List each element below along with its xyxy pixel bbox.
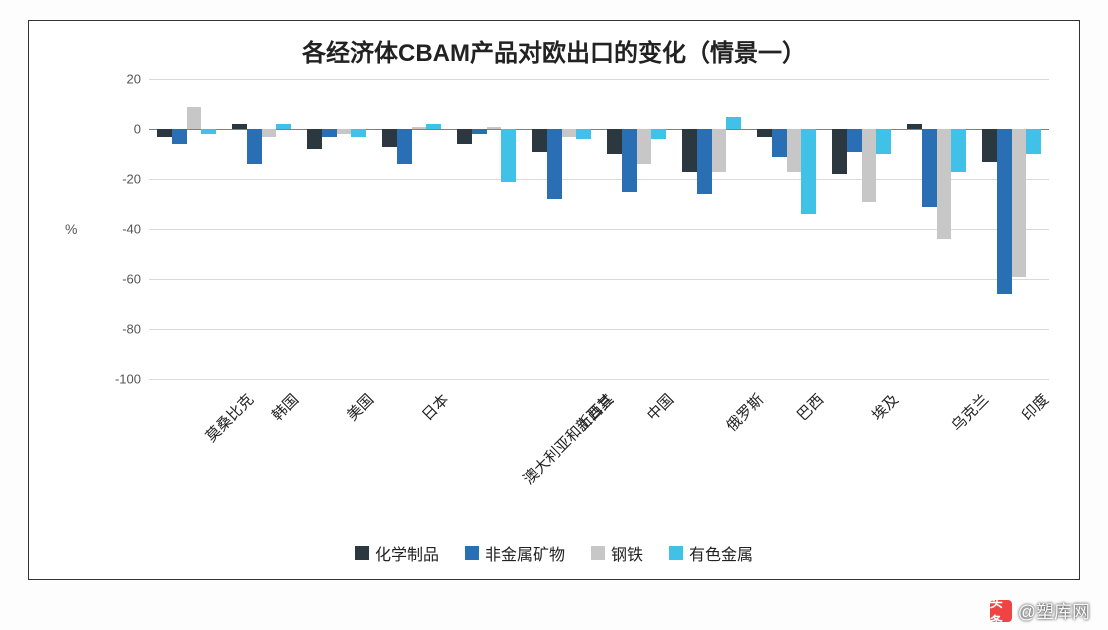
legend-label: 钢铁 <box>611 541 643 565</box>
x-tick-label: 莫桑比克 <box>200 389 257 446</box>
bar <box>697 129 712 194</box>
bar <box>397 129 412 164</box>
bar <box>982 129 997 162</box>
bar <box>276 124 291 129</box>
bar <box>726 117 741 130</box>
y-tick-label: -100 <box>91 372 141 387</box>
bar <box>201 129 216 134</box>
bar <box>457 129 472 144</box>
bar <box>232 124 247 129</box>
legend-swatch <box>669 546 683 560</box>
chart-frame: 各经济体CBAM产品对欧出口的变化（情景一） % 化学制品 非金属矿物 钢铁 有色金属… <box>28 20 1080 580</box>
y-tick-label: 20 <box>91 72 141 87</box>
chart-title: 各经济体CBAM产品对欧出口的变化（情景一） <box>29 33 1079 68</box>
watermark-icon: 头条 <box>990 600 1012 622</box>
bar <box>876 129 891 154</box>
gridline <box>149 129 1049 130</box>
bar <box>637 129 652 164</box>
legend-swatch <box>591 546 605 560</box>
gridline <box>149 379 1049 380</box>
bar <box>337 129 352 134</box>
y-tick-label: -40 <box>91 222 141 237</box>
x-tick-label: 俄罗斯 <box>721 389 768 436</box>
bar <box>307 129 322 149</box>
bar <box>772 129 787 157</box>
legend-item: 非金属矿物 <box>465 541 565 565</box>
y-tick-label: -80 <box>91 322 141 337</box>
bar <box>247 129 262 164</box>
legend-label: 有色金属 <box>689 541 753 565</box>
bar <box>322 129 337 137</box>
legend-swatch <box>355 546 369 560</box>
bar <box>651 129 666 139</box>
bar <box>426 124 441 129</box>
bar <box>562 129 577 137</box>
x-tick-label: 中国 <box>641 389 677 425</box>
bar <box>382 129 397 147</box>
bar <box>937 129 952 239</box>
legend: 化学制品 非金属矿物 钢铁 有色金属 <box>29 541 1079 565</box>
legend-label: 化学制品 <box>375 541 439 565</box>
x-tick-label: 日本 <box>416 389 452 425</box>
bar <box>1026 129 1041 154</box>
x-tick-label: 乌克兰 <box>946 389 993 436</box>
gridline <box>149 79 1049 80</box>
bar <box>501 129 516 182</box>
bar <box>907 124 922 129</box>
legend-item: 钢铁 <box>591 541 643 565</box>
bar <box>576 129 591 139</box>
bar <box>951 129 966 172</box>
gridline <box>149 329 1049 330</box>
legend-label: 非金属矿物 <box>485 541 565 565</box>
bar <box>997 129 1012 294</box>
watermark: 头条 @塑库网 <box>990 598 1090 624</box>
bar <box>622 129 637 192</box>
x-tick-label: 埃及 <box>866 389 902 425</box>
y-axis-label: % <box>65 221 77 237</box>
bar <box>862 129 877 202</box>
bar <box>262 129 277 137</box>
bar <box>922 129 937 207</box>
bar <box>682 129 697 172</box>
legend-item: 化学制品 <box>355 541 439 565</box>
x-tick-label: 印度 <box>1016 389 1052 425</box>
bar <box>832 129 847 174</box>
bar <box>1012 129 1027 277</box>
y-tick-label: 0 <box>91 122 141 137</box>
legend-swatch <box>465 546 479 560</box>
bar <box>532 129 547 152</box>
bar <box>757 129 772 137</box>
bar <box>157 129 172 137</box>
y-tick-label: -20 <box>91 172 141 187</box>
bar <box>847 129 862 152</box>
bar <box>472 129 487 134</box>
bar <box>412 127 427 130</box>
bar <box>487 127 502 130</box>
bar <box>351 129 366 137</box>
x-tick-label: 巴西 <box>791 389 827 425</box>
x-tick-label: 韩国 <box>266 389 302 425</box>
bar <box>187 107 202 130</box>
bar <box>607 129 622 154</box>
legend-item: 有色金属 <box>669 541 753 565</box>
bar <box>801 129 816 214</box>
bar <box>712 129 727 172</box>
bar <box>547 129 562 199</box>
gridline <box>149 279 1049 280</box>
x-tick-label: 美国 <box>341 389 377 425</box>
watermark-text: @塑库网 <box>1018 598 1090 624</box>
plot-area <box>149 79 1049 379</box>
bar <box>172 129 187 144</box>
gridline <box>149 179 1049 180</box>
bar <box>787 129 802 172</box>
gridline <box>149 229 1049 230</box>
y-tick-label: -60 <box>91 272 141 287</box>
